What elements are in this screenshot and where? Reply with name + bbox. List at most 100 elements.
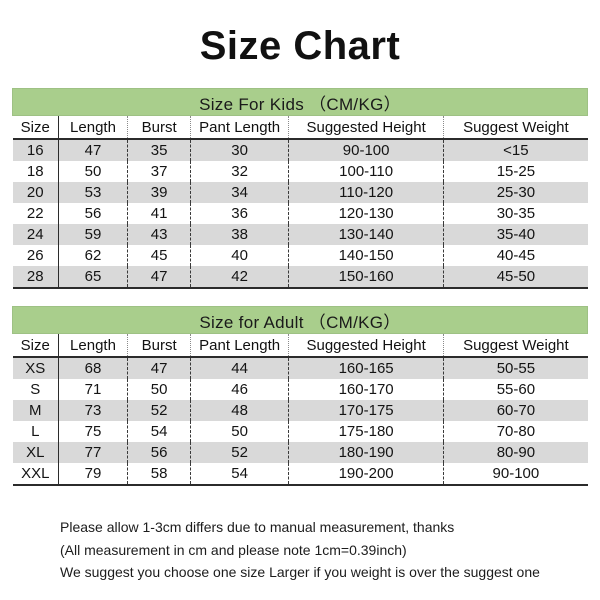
cell-suggest-weight: 40-45 [443, 245, 588, 266]
cell-size: 22 [12, 203, 59, 224]
cell-suggested-height: 150-160 [288, 266, 445, 289]
table-row: XS 68 47 44 160-165 50-55 [12, 357, 588, 379]
cell-suggest-weight: 70-80 [443, 421, 588, 442]
cell-pant-length: 34 [190, 182, 289, 203]
note-line-3: We suggest you choose one size Larger if… [60, 564, 540, 581]
cell-size: XL [12, 442, 59, 463]
cell-pant-length: 50 [190, 421, 289, 442]
cell-length: 71 [58, 379, 128, 400]
cell-length: 68 [58, 357, 128, 379]
adult-banner-label: Size for Adult （CM/KG） [12, 306, 588, 334]
cell-burst: 52 [127, 400, 192, 421]
cell-pant-length: 38 [190, 224, 289, 245]
cell-pant-length: 40 [190, 245, 289, 266]
cell-suggested-height: 170-175 [288, 400, 445, 421]
cell-burst: 47 [127, 266, 192, 289]
cell-pant-length: 42 [190, 266, 289, 289]
cell-suggested-height: 180-190 [288, 442, 445, 463]
adult-banner-row: Size for Adult （CM/KG） [12, 306, 588, 334]
cell-length: 79 [58, 463, 128, 486]
cell-pant-length: 30 [190, 139, 289, 161]
note-line-2: (All measurement in cm and please note 1… [60, 541, 407, 558]
cell-suggest-weight: 60-70 [443, 400, 588, 421]
cell-length: 47 [58, 139, 128, 161]
cell-size: 28 [12, 266, 59, 289]
cell-burst: 45 [127, 245, 192, 266]
cell-suggested-height: 90-100 [288, 139, 445, 161]
cell-burst: 47 [127, 357, 192, 379]
cell-burst: 54 [127, 421, 192, 442]
adult-header-length: Length [58, 333, 128, 358]
cell-pant-length: 54 [190, 463, 289, 486]
cell-size: S [12, 379, 59, 400]
cell-suggest-weight: 45-50 [443, 266, 588, 289]
table-row: XXL 79 58 54 190-200 90-100 [12, 463, 588, 486]
kids-banner-label: Size For Kids （CM/KG） [12, 88, 588, 116]
cell-burst: 56 [127, 442, 192, 463]
cell-suggested-height: 175-180 [288, 421, 445, 442]
adult-header-burst: Burst [127, 333, 192, 358]
page-title: Size Chart [199, 24, 401, 68]
adult-header-pant-length: Pant Length [190, 333, 289, 358]
cell-burst: 39 [127, 182, 192, 203]
cell-suggested-height: 110-120 [288, 182, 445, 203]
cell-length: 59 [58, 224, 128, 245]
table-row: 18 50 37 32 100-110 15-25 [12, 161, 588, 182]
kids-header-suggested-height: Suggested Height [288, 115, 445, 140]
kids-header-burst: Burst [127, 115, 192, 140]
cell-suggest-weight: 55-60 [443, 379, 588, 400]
cell-suggest-weight: 80-90 [443, 442, 588, 463]
table-row: 28 65 47 42 150-160 45-50 [12, 266, 588, 289]
adult-header-suggested-height: Suggested Height [288, 333, 445, 358]
cell-suggest-weight: 50-55 [443, 357, 588, 379]
kids-header-length: Length [58, 115, 128, 140]
cell-suggested-height: 130-140 [288, 224, 445, 245]
cell-pant-length: 46 [190, 379, 289, 400]
cell-length: 56 [58, 203, 128, 224]
cell-pant-length: 44 [190, 357, 289, 379]
table-row: XL 77 56 52 180-190 80-90 [12, 442, 588, 463]
cell-burst: 41 [127, 203, 192, 224]
cell-pant-length: 32 [190, 161, 289, 182]
cell-length: 65 [58, 266, 128, 289]
cell-burst: 58 [127, 463, 192, 486]
cell-suggested-height: 190-200 [288, 463, 445, 486]
kids-size-table-block: Size For Kids （CM/KG） Size Length Burst … [12, 88, 588, 289]
cell-pant-length: 52 [190, 442, 289, 463]
adult-size-table: Size for Adult （CM/KG） Size Length Burst… [12, 306, 588, 486]
table-row: 26 62 45 40 140-150 40-45 [12, 245, 588, 266]
cell-size: 26 [12, 245, 59, 266]
cell-suggest-weight: 15-25 [443, 161, 588, 182]
cell-burst: 50 [127, 379, 192, 400]
adult-size-table-block: Size for Adult （CM/KG） Size Length Burst… [12, 306, 588, 486]
kids-header-size: Size [12, 115, 59, 140]
cell-burst: 37 [127, 161, 192, 182]
cell-length: 62 [58, 245, 128, 266]
adult-header-row: Size Length Burst Pant Length Suggested … [12, 333, 588, 358]
cell-size: M [12, 400, 59, 421]
cell-size: XS [12, 357, 59, 379]
cell-length: 73 [58, 400, 128, 421]
cell-length: 77 [58, 442, 128, 463]
cell-suggested-height: 160-170 [288, 379, 445, 400]
cell-pant-length: 48 [190, 400, 289, 421]
table-row: S 71 50 46 160-170 55-60 [12, 379, 588, 400]
kids-banner-row: Size For Kids （CM/KG） [12, 88, 588, 116]
cell-suggest-weight: <15 [443, 139, 588, 161]
cell-length: 75 [58, 421, 128, 442]
cell-burst: 35 [127, 139, 192, 161]
cell-suggested-height: 100-110 [288, 161, 445, 182]
cell-suggest-weight: 90-100 [443, 463, 588, 486]
measurement-notes: Please allow 1-3cm differs due to manual… [60, 486, 540, 584]
kids-header-pant-length: Pant Length [190, 115, 289, 140]
cell-size: 20 [12, 182, 59, 203]
cell-size: 24 [12, 224, 59, 245]
table-row: 24 59 43 38 130-140 35-40 [12, 224, 588, 245]
cell-length: 50 [58, 161, 128, 182]
table-row: 16 47 35 30 90-100 <15 [12, 139, 588, 161]
kids-size-table: Size For Kids （CM/KG） Size Length Burst … [12, 88, 588, 289]
table-row: M 73 52 48 170-175 60-70 [12, 400, 588, 421]
cell-length: 53 [58, 182, 128, 203]
cell-suggest-weight: 25-30 [443, 182, 588, 203]
